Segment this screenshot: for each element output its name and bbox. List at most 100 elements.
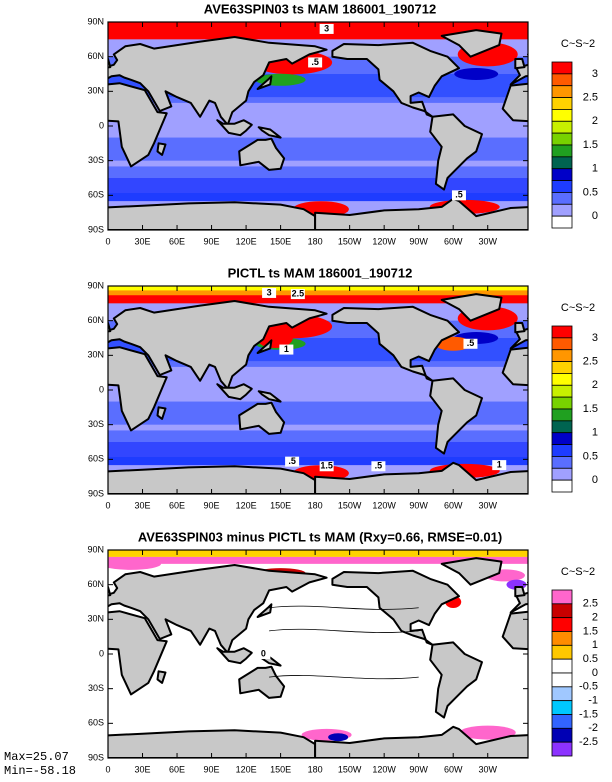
contour-label: .5 [467, 338, 475, 348]
colorbar-label: -1.5 [579, 708, 598, 720]
min-text: Min=-58.18 [4, 764, 76, 778]
colorbar-label: 1.5 [583, 139, 598, 151]
map [0, 22, 528, 230]
lat-tick-label: 90N [87, 544, 104, 554]
lat-tick-label: 90N [87, 16, 104, 26]
continent [514, 322, 526, 334]
lon-tick-label: 150W [338, 500, 362, 510]
field-band [108, 290, 528, 296]
lon-tick-label: 150W [338, 236, 362, 246]
colorbar-box [551, 727, 573, 743]
colorbar-box [551, 700, 573, 715]
contour-label: 3 [267, 287, 272, 297]
colorbar-box [551, 658, 573, 674]
colorbar-label: 2 [592, 612, 598, 624]
lat-tick-label: 60S [88, 190, 104, 200]
lon-tick-label: 150E [270, 236, 291, 246]
colorbar-box [551, 396, 573, 410]
continent [238, 401, 286, 435]
panel-title: PICTL ts MAM 186001_190712 [228, 265, 413, 280]
continent [16, 642, 68, 717]
continent [108, 82, 168, 168]
contour-label-box [371, 461, 386, 472]
lat-tick-label: 30N [87, 350, 104, 360]
lon-tick-label: 150E [270, 764, 291, 774]
continent [28, 558, 88, 585]
field-patch [108, 557, 162, 570]
colorbar-label: 1.5 [583, 403, 598, 415]
continent [509, 581, 528, 614]
continent [256, 339, 273, 354]
contour-line [269, 628, 419, 633]
continent [440, 557, 503, 586]
colorbar-label: 0.5 [583, 186, 598, 198]
continent [331, 305, 460, 382]
lon-tick-label: 0 [105, 764, 110, 774]
colorbar-box [551, 144, 573, 158]
colorbar-box [551, 85, 573, 98]
continent [108, 36, 328, 126]
lon-tick-label: 0 [105, 236, 110, 246]
continent [238, 665, 286, 699]
continent [509, 317, 528, 350]
lon-tick-label: 120E [236, 236, 257, 246]
lon-tick-label: 120W [372, 764, 396, 774]
colorbar-box [551, 361, 573, 374]
lon-tick-label: 90W [409, 500, 428, 510]
lat-tick-label: 0 [99, 648, 104, 658]
colorbar-box [551, 73, 573, 87]
field-band [108, 550, 528, 557]
continent [108, 729, 317, 758]
colorbar-box [551, 373, 573, 386]
colorbar-box [551, 456, 573, 469]
lon-tick-label: 120E [236, 764, 257, 774]
colorbar-box [551, 192, 573, 205]
colorbar-units: C~S~2 [561, 302, 595, 314]
continent [257, 390, 282, 403]
colorbar-label: 1.5 [583, 625, 598, 637]
lon-tick-label: 0 [105, 500, 110, 510]
colorbar-box [551, 168, 573, 181]
field-patch [328, 733, 349, 742]
field-band [108, 556, 528, 564]
colorbar-units: C~S~2 [561, 38, 595, 50]
colorbar-box [551, 109, 573, 122]
contour-label-box [262, 287, 277, 298]
lon-tick-label: 30E [135, 236, 151, 246]
colorbar-box [551, 631, 573, 646]
lon-tick-label: 120W [372, 500, 396, 510]
continent [514, 586, 526, 598]
continent [0, 43, 45, 117]
lon-tick-label: 60E [169, 500, 185, 510]
colorbar-box [551, 203, 573, 217]
colorbar-label: 0.5 [583, 653, 598, 665]
colorbar-box [551, 61, 573, 75]
continent [16, 378, 68, 453]
map [16, 550, 528, 758]
contour-label-box [492, 460, 507, 471]
continent [501, 346, 528, 387]
continent [429, 113, 483, 191]
colorbar-label: 1 [592, 427, 598, 439]
lat-tick-label: 60N [87, 51, 104, 61]
colorbar-box [551, 337, 573, 351]
continent [256, 603, 273, 618]
lat-tick-label: 90N [87, 280, 104, 290]
field-band [108, 401, 528, 425]
contour-label: .5 [288, 456, 296, 466]
colorbar-box [551, 408, 573, 422]
colorbar-box [551, 325, 573, 339]
colorbar-box [551, 589, 573, 605]
colorbar-label: -0.5 [579, 681, 598, 693]
max-text: Max=25.07 [4, 750, 69, 764]
colorbar-label: 3 [592, 332, 598, 344]
field-band [108, 137, 528, 161]
colorbar-label: 1 [592, 163, 598, 175]
field-band [108, 178, 528, 196]
continent [514, 58, 526, 70]
continent [429, 377, 483, 455]
lat-tick-label: 60N [87, 315, 104, 325]
lon-tick-label: 60E [169, 764, 185, 774]
lon-tick-label: 30E [135, 500, 151, 510]
